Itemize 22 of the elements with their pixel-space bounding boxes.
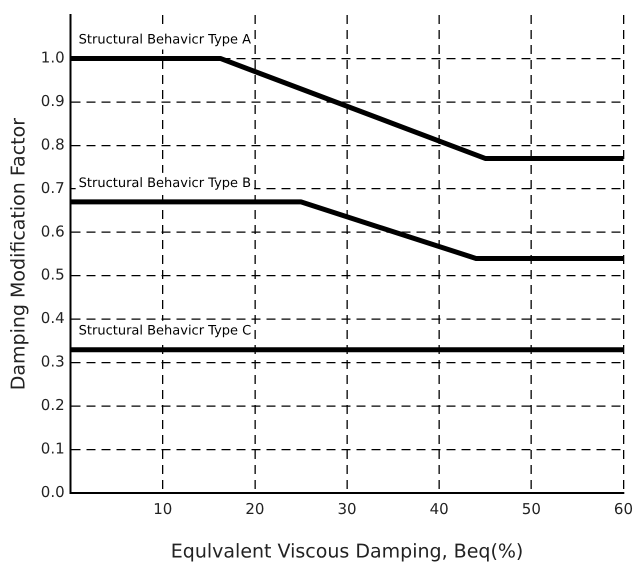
y-tick-label: 0.8	[40, 135, 65, 154]
x-tick-label: 40	[430, 500, 449, 518]
y-tick-label: 0.4	[40, 309, 65, 328]
y-tick-label: 0.7	[40, 178, 65, 197]
x-tick-label: 10	[153, 500, 172, 518]
x-tick-label: 50	[522, 500, 541, 518]
series-label: Structural Behavicr Type C	[78, 324, 252, 339]
y-axis-title: Damping Modification Factor	[7, 118, 30, 390]
x-tick-label: 60	[614, 500, 634, 518]
y-tick-label: 0.0	[40, 483, 65, 502]
y-tick-label: 0.9	[40, 92, 65, 110]
y-tick-label: 0.1	[40, 440, 65, 458]
y-tick-label: 0.2	[40, 396, 65, 414]
y-tick-label: 1.0	[40, 48, 65, 66]
x-axis-title: Equlvalent Viscous Damping, Beq(%)	[170, 540, 524, 563]
y-tick-label: 0.6	[40, 222, 65, 240]
y-tick-label: 0.3	[40, 352, 65, 371]
x-tick-label: 20	[245, 500, 264, 518]
series-label: Structural Behavicr Type A	[78, 32, 252, 48]
series-label: Structural Behavicr Type B	[78, 176, 252, 191]
y-tick-label: 0.5	[40, 266, 65, 284]
x-tick-label: 30	[338, 500, 357, 518]
